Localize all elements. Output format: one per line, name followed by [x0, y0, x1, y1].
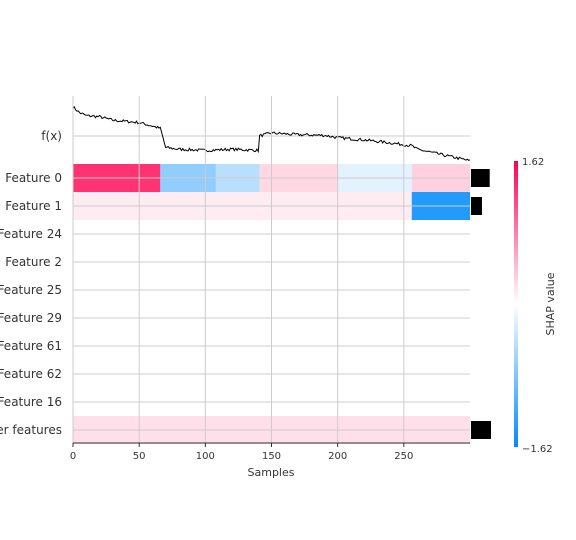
feature-label: Feature 1 — [5, 199, 62, 213]
feature-label: Feature 62 — [0, 367, 62, 381]
feature-label: Feature 61 — [0, 339, 62, 353]
x-axis: 0 50 100 150 200 250 Samples — [70, 443, 470, 479]
x-tick-label: 250 — [394, 451, 413, 462]
importance-bar — [471, 197, 482, 215]
fx-label: f(x) — [41, 129, 62, 143]
feature-label: Feature 24 — [0, 227, 62, 241]
importance-bar — [471, 421, 491, 439]
x-ticks: 0 50 100 150 200 250 — [70, 443, 414, 462]
x-tick-label: 150 — [262, 451, 281, 462]
x-tick-label: 200 — [328, 451, 347, 462]
colorbar: 1.62 −1.62 SHAP value — [514, 157, 557, 455]
colorbar-gradient — [514, 161, 518, 447]
feature-label: Feature 16 — [0, 395, 62, 409]
feature-labels: Feature 0 Feature 1 Feature 24 Feature 2 Fea… — [0, 171, 62, 437]
colorbar-title: SHAP value — [544, 272, 557, 335]
feature-label: Feature 0 — [5, 171, 62, 185]
x-axis-label: Samples — [248, 466, 295, 479]
x-tick-label: 0 — [70, 451, 76, 462]
x-tick-label: 50 — [133, 451, 146, 462]
feature-importance-bars — [471, 169, 491, 439]
feature-label: Feature 2 — [5, 255, 62, 269]
colorbar-min-label: −1.62 — [522, 444, 553, 455]
fx-panel: f(x) — [41, 107, 470, 161]
importance-bar — [471, 169, 490, 187]
x-tick-label: 100 — [196, 451, 215, 462]
colorbar-max-label: 1.62 — [522, 157, 544, 168]
feature-label: Sum of 91 other features — [0, 423, 62, 437]
feature-label: Feature 25 — [0, 283, 62, 297]
feature-label: Feature 29 — [0, 311, 62, 325]
